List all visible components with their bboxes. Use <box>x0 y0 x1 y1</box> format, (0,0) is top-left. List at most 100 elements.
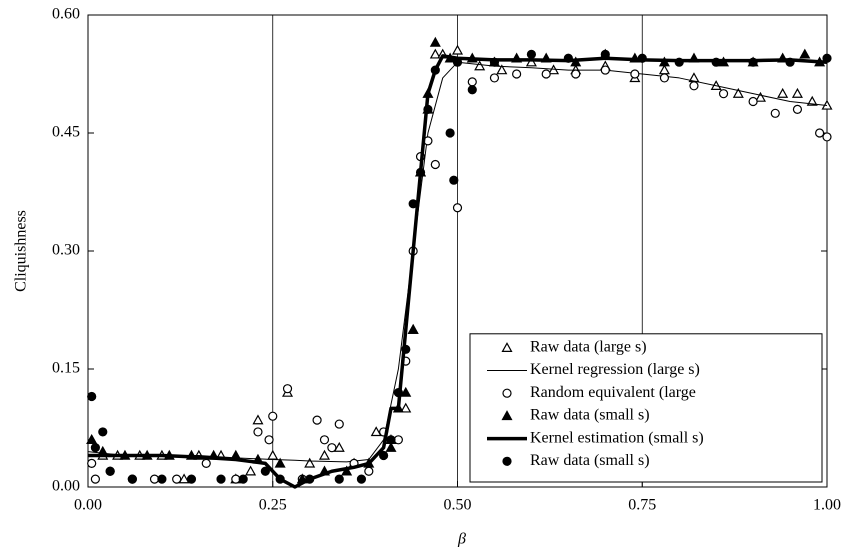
circle-marker <box>334 419 344 429</box>
triangle-marker <box>777 87 789 98</box>
triangle-marker <box>732 87 744 98</box>
circle-marker <box>659 73 670 83</box>
triangle-marker <box>333 441 345 452</box>
circle-marker <box>216 474 226 484</box>
circle-marker <box>264 435 274 445</box>
circle-marker <box>637 53 647 63</box>
circle-marker <box>319 435 330 445</box>
triangle-marker <box>400 386 412 397</box>
circle-marker <box>364 466 374 476</box>
triangle-marker <box>525 56 537 67</box>
circle-marker <box>201 458 211 468</box>
triangle-marker <box>429 48 441 59</box>
circle-marker <box>600 49 610 59</box>
circle-marker <box>98 427 108 437</box>
triangle-marker <box>86 434 98 444</box>
legend-box <box>469 333 823 483</box>
circle-marker <box>674 57 684 67</box>
circle-marker <box>822 53 832 63</box>
circle-marker <box>356 474 367 484</box>
kernel-line <box>87 61 828 463</box>
x-tick-label: 0.75 <box>628 497 656 514</box>
y-tick-label: 0.45 <box>52 124 80 141</box>
triangle-marker <box>245 465 257 476</box>
circle-marker <box>452 57 463 67</box>
circle-marker <box>157 474 167 484</box>
legend-label: Raw data (large s) <box>530 338 647 355</box>
legend-label: Random equivalent (large <box>530 384 696 401</box>
circle-marker <box>327 443 337 453</box>
circle-marker <box>815 128 825 138</box>
triangle-marker <box>658 64 670 75</box>
triangle-marker <box>791 87 803 98</box>
legend-label: Raw data (small s) <box>530 452 650 469</box>
circle-marker <box>430 159 440 170</box>
y-tick-label: 0.15 <box>52 360 80 377</box>
circle-marker <box>423 104 433 115</box>
circle-marker <box>312 415 322 425</box>
triangle-marker <box>496 64 508 75</box>
triangle-marker <box>252 414 264 425</box>
circle-marker <box>718 89 729 99</box>
circle-marker <box>401 344 411 354</box>
circle-marker <box>502 388 512 398</box>
circle-marker <box>600 65 610 75</box>
triangle-marker <box>451 44 464 55</box>
triangle-marker <box>274 457 286 468</box>
y-axis-label: Cliquishness <box>13 210 30 292</box>
circle-marker <box>87 391 97 402</box>
triangle-marker <box>799 48 811 59</box>
x-tick-label: 0.00 <box>74 497 102 514</box>
triangle-marker <box>267 449 279 460</box>
circle-marker <box>238 474 248 484</box>
triangle-marker <box>429 36 441 47</box>
circle-marker <box>172 474 182 484</box>
circle-marker <box>275 474 285 484</box>
circle-marker <box>449 175 459 185</box>
circle-marker <box>785 57 795 67</box>
circle-marker <box>792 104 803 115</box>
triangle-marker <box>400 402 412 413</box>
circle-marker <box>541 69 551 79</box>
circle-marker <box>452 203 463 213</box>
circle-marker <box>467 77 477 87</box>
circle-marker <box>512 69 522 79</box>
circle-marker <box>467 85 477 95</box>
y-tick-label: 0.60 <box>52 6 80 23</box>
y-tick-label: 0.30 <box>52 242 80 259</box>
circle-marker <box>253 427 263 437</box>
triangle-marker <box>385 441 397 452</box>
triangle-marker <box>304 457 316 468</box>
kernel-line <box>88 54 828 489</box>
circle-marker <box>386 435 396 445</box>
triangle-marker <box>501 342 513 352</box>
circle-marker <box>489 73 500 83</box>
circle-marker <box>90 443 100 453</box>
y-tick-label: 0.00 <box>52 478 80 495</box>
circle-marker <box>689 81 699 91</box>
circle-marker <box>379 450 389 461</box>
triangle-marker <box>407 323 419 334</box>
circle-marker <box>571 69 581 79</box>
plot-frame <box>87 14 828 488</box>
circle-marker <box>415 167 426 177</box>
circle-marker <box>770 108 780 118</box>
circle-marker <box>282 384 293 394</box>
x-axis-label: β <box>457 531 466 548</box>
circle-marker <box>489 57 500 67</box>
triangle-marker <box>754 91 767 102</box>
circle-marker <box>502 456 512 466</box>
circle-marker <box>268 411 278 421</box>
circle-marker <box>748 57 758 67</box>
triangle-marker <box>178 473 190 484</box>
circle-marker <box>393 388 403 398</box>
triangle-marker <box>318 449 330 460</box>
x-tick-label: 0.25 <box>259 497 287 514</box>
circle-marker <box>105 466 115 476</box>
circle-marker <box>748 96 758 107</box>
legend-label: Kernel regression (large s) <box>530 361 700 378</box>
circle-marker <box>186 474 197 484</box>
circle-marker <box>87 458 97 468</box>
x-tick-label: 0.50 <box>444 497 472 514</box>
circle-marker <box>526 49 537 59</box>
